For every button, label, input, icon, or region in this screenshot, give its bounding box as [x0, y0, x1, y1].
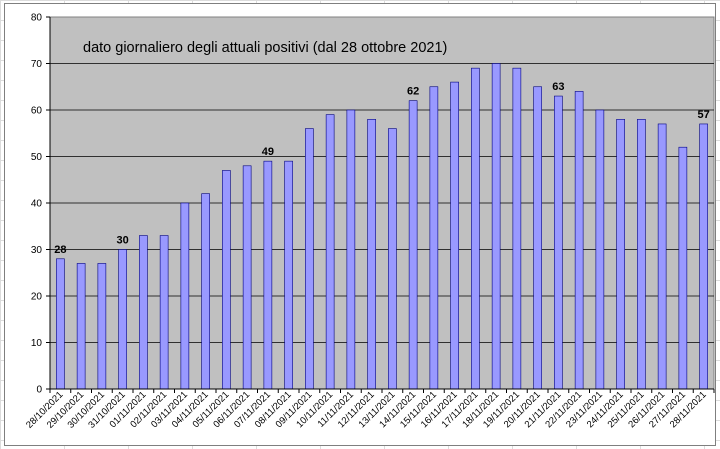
y-tick-label: 20: [31, 292, 43, 303]
bar: [346, 109, 356, 390]
y-tick-label: 40: [31, 199, 43, 210]
bar: [263, 160, 273, 390]
bar: [616, 119, 625, 390]
bar: [180, 202, 190, 390]
bar: [242, 165, 252, 390]
y-tick-label: 60: [31, 106, 43, 117]
data-label: 28: [54, 244, 66, 256]
bar: [699, 123, 708, 390]
bar: [595, 109, 605, 390]
bar: [388, 128, 397, 390]
bar: [574, 91, 584, 390]
bar: [491, 63, 501, 390]
bar-chart: 0 10 20 30 40 50 60 70 80 28/10/202129/10/202130…: [24, 13, 715, 431]
bar: [678, 146, 688, 390]
data-labels: 28 30 49 62 63 57: [54, 81, 710, 256]
bar: [554, 95, 563, 390]
y-tick-label: 10: [31, 338, 43, 349]
bar: [471, 67, 480, 390]
bar: [201, 193, 210, 390]
bar: [76, 263, 86, 390]
bar: [367, 119, 376, 390]
y-tick-label: 80: [31, 13, 43, 24]
bar: [408, 100, 418, 390]
y-tick-label: 50: [31, 152, 43, 163]
bar: [284, 160, 293, 390]
bar: [118, 249, 127, 390]
data-label: 49: [262, 146, 274, 158]
chart-title: dato giornaliero degli attuali positivi …: [83, 40, 447, 56]
bar: [450, 81, 459, 390]
bar: [159, 235, 169, 390]
bar: [222, 170, 231, 390]
y-tick-label: 30: [31, 245, 43, 256]
y-tick-label: 70: [31, 59, 43, 70]
bar: [637, 119, 646, 390]
bar: [429, 86, 439, 390]
bar: [533, 86, 542, 390]
data-label: 63: [552, 81, 564, 93]
bar: [512, 67, 522, 390]
bar: [139, 235, 148, 390]
data-label: 30: [117, 235, 129, 247]
bar: [56, 258, 65, 390]
data-label: 62: [407, 86, 419, 98]
y-tick-label: 0: [36, 385, 42, 396]
bar: [97, 263, 107, 390]
x-axis-ticks: 28/10/202129/10/202130/10/202131/10/2021…: [24, 389, 715, 431]
bar: [657, 123, 667, 390]
bar: [305, 128, 314, 390]
bar: [325, 114, 335, 390]
data-label: 57: [698, 109, 710, 121]
chart-frame[interactable]: 0 10 20 30 40 50 60 70 80 28/10/2021 29/10/2021 30…: [4, 3, 716, 446]
